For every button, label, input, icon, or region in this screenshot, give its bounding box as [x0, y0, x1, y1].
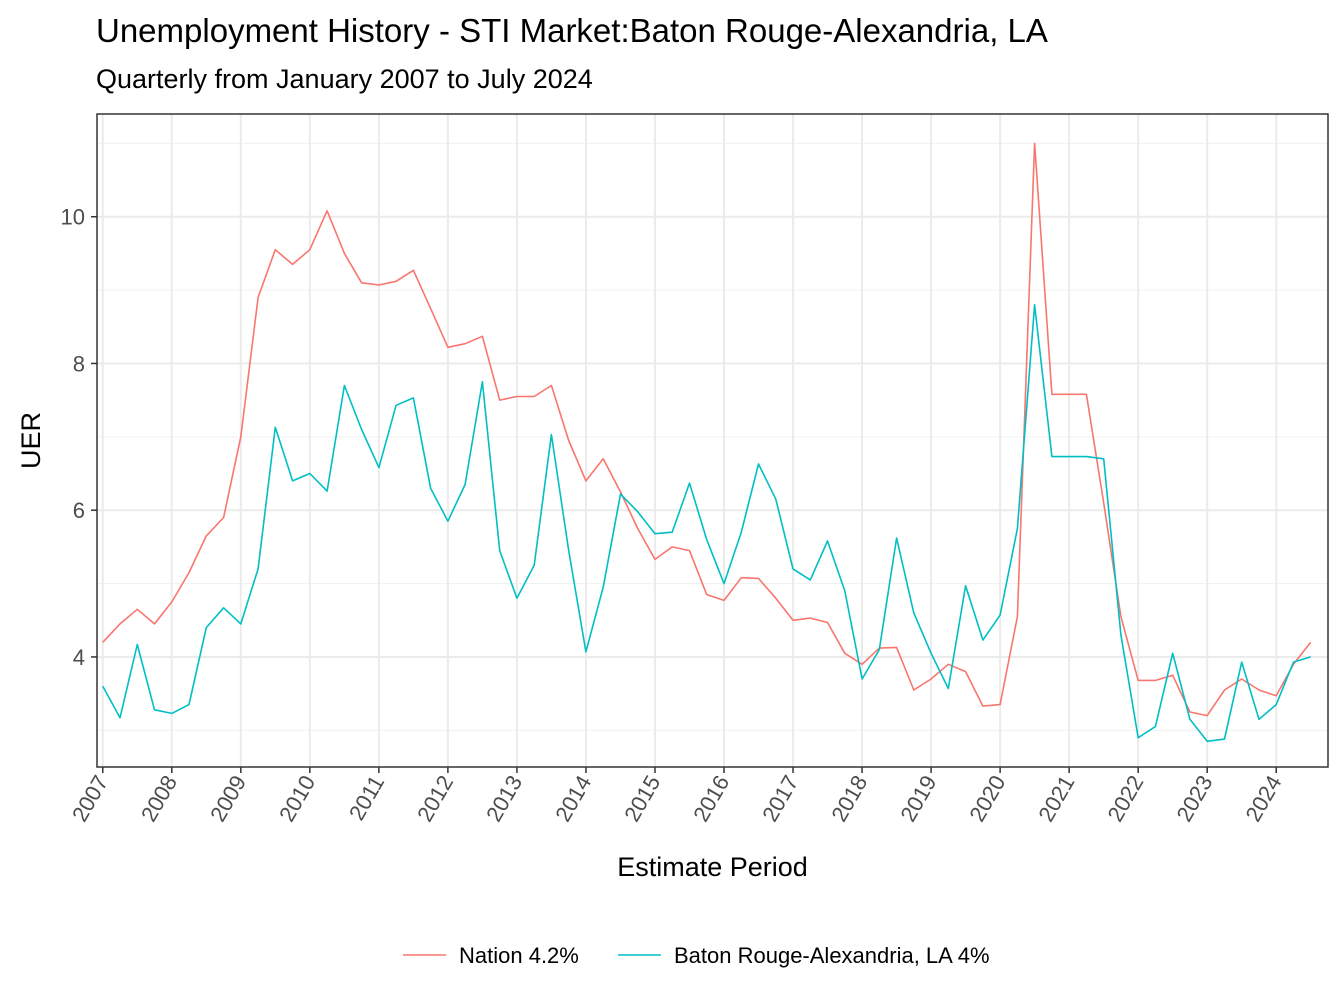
x-tick-label: 2013: [481, 771, 527, 826]
x-axis-title: Estimate Period: [617, 852, 808, 882]
x-tick-label: 2022: [1102, 771, 1148, 826]
chart-title: Unemployment History - STI Market:Baton …: [96, 12, 1048, 49]
chart-subtitle: Quarterly from January 2007 to July 2024: [96, 64, 593, 94]
x-tick-label: 2007: [67, 771, 113, 826]
x-tick-label: 2015: [619, 771, 665, 826]
legend-label-1: Baton Rouge-Alexandria, LA 4%: [674, 943, 990, 968]
y-tick-label: 4: [73, 645, 85, 670]
x-tick-label: 2010: [274, 771, 320, 826]
series-line-1: [102, 303, 1311, 743]
x-tick-label: 2008: [136, 771, 182, 826]
x-tick-label: 2019: [895, 771, 941, 826]
x-tick-label: 2016: [688, 771, 734, 826]
x-tick-label: 2011: [344, 771, 389, 824]
legend-label-0: Nation 4.2%: [459, 943, 579, 968]
series-line-0: [102, 142, 1312, 717]
plot-panel: [97, 114, 1328, 767]
x-tick-label: 2021: [1033, 771, 1079, 826]
x-tick-label: 2024: [1240, 771, 1286, 826]
x-tick-label: 2018: [826, 771, 872, 826]
x-tick-label: 2012: [412, 771, 458, 826]
y-tick-label: 10: [61, 205, 85, 230]
y-tick-label: 8: [73, 351, 85, 376]
x-tick-label: 2020: [964, 771, 1010, 826]
plot-border: [96, 113, 1329, 768]
x-tick-label: 2014: [550, 771, 596, 826]
x-tick-label: 2017: [757, 771, 803, 826]
y-axis-title: UER: [16, 412, 46, 469]
y-tick-label: 6: [73, 498, 85, 523]
x-tick-label: 2009: [205, 771, 251, 826]
x-tick-label: 2023: [1171, 771, 1217, 826]
